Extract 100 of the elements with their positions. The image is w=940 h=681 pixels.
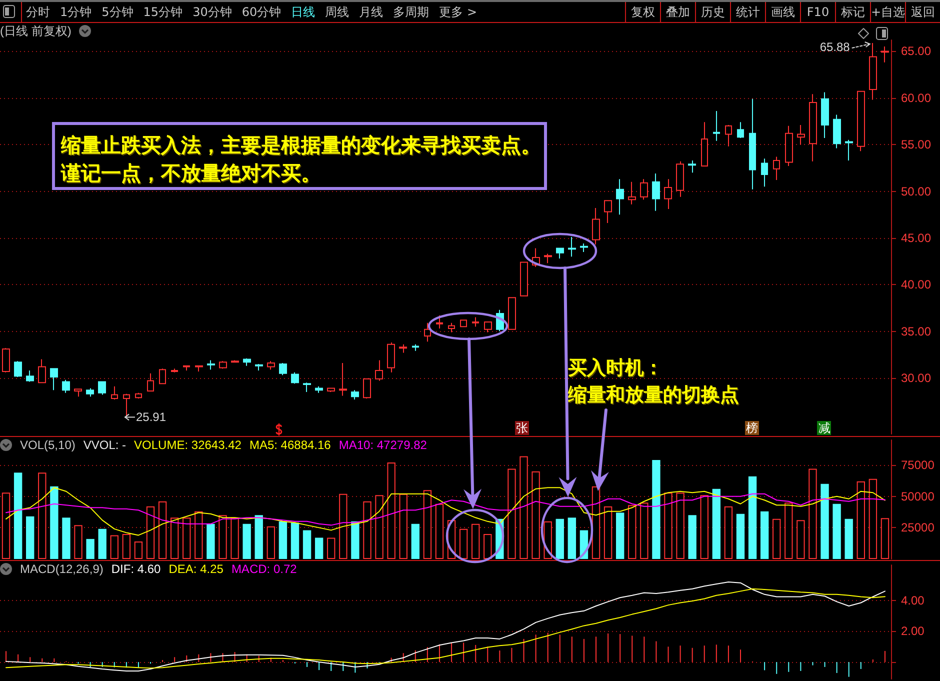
annotation: 榜 xyxy=(744,421,759,435)
bar xyxy=(158,501,167,559)
bar xyxy=(459,528,468,559)
candlestick xyxy=(74,388,82,398)
bar xyxy=(856,481,865,559)
candlestick xyxy=(339,362,347,396)
bar xyxy=(652,460,660,559)
bar xyxy=(14,472,22,559)
bar xyxy=(122,534,131,559)
text: 周线 xyxy=(325,4,350,20)
text: 日线 xyxy=(291,4,316,20)
text: 更多 > xyxy=(439,4,477,20)
bar xyxy=(278,521,288,559)
bar xyxy=(302,530,312,559)
bar xyxy=(604,506,612,559)
text: 月线 xyxy=(359,4,384,20)
bar xyxy=(314,538,324,559)
bar xyxy=(254,515,263,559)
candlestick xyxy=(291,372,299,384)
y-tick-label: 30.00 xyxy=(901,370,932,385)
chart-title: VOL(5,10) xyxy=(20,438,76,452)
candlestick xyxy=(845,139,853,161)
text: 历史 xyxy=(695,2,730,22)
candlestick xyxy=(508,297,516,330)
text: 返回 xyxy=(905,2,940,22)
candlestick xyxy=(195,365,203,372)
candlestick xyxy=(749,98,756,190)
candlestick xyxy=(327,388,335,392)
bar xyxy=(435,504,444,559)
candlestick xyxy=(399,344,407,354)
text: MA10: 47279.82 xyxy=(338,438,427,452)
bar xyxy=(327,538,336,559)
bar xyxy=(628,505,636,559)
text: F10 xyxy=(800,2,835,22)
candlestick xyxy=(135,392,142,400)
candlestick xyxy=(797,124,805,146)
candlestick xyxy=(833,114,841,149)
bar xyxy=(230,518,239,559)
text: MA5: 46884.16 xyxy=(249,438,331,452)
candlestick xyxy=(604,200,612,224)
bar xyxy=(880,518,890,559)
annotation: 减 xyxy=(817,421,832,435)
bar xyxy=(242,524,251,559)
bar xyxy=(339,494,348,559)
candlestick xyxy=(556,248,564,259)
text: 统计 xyxy=(730,2,765,22)
bar xyxy=(700,495,708,559)
bar xyxy=(86,538,94,559)
candlestick xyxy=(267,360,275,370)
bar xyxy=(182,518,191,559)
candlestick xyxy=(737,122,744,139)
bar xyxy=(423,490,432,559)
text: 60分钟 xyxy=(242,4,282,20)
bar xyxy=(832,504,841,559)
bar xyxy=(772,518,781,559)
bar xyxy=(170,518,179,559)
bar xyxy=(784,502,793,559)
candlestick xyxy=(98,381,106,396)
candlestick xyxy=(207,360,215,370)
candlestick xyxy=(387,342,395,373)
candlestick xyxy=(785,125,793,167)
y-tick-label: 2.00 xyxy=(901,624,925,638)
annotation: 谨记一点，不放量绝对不买。 xyxy=(61,160,322,187)
y-tick-label: 50000 xyxy=(901,489,935,504)
text: 30分钟 xyxy=(192,4,232,20)
candlestick xyxy=(701,122,708,167)
candlestick xyxy=(520,262,528,296)
bar xyxy=(110,535,118,559)
bar xyxy=(820,484,829,559)
candlestick xyxy=(640,178,648,200)
bar xyxy=(520,456,528,559)
candlestick xyxy=(26,370,34,382)
bar xyxy=(712,488,721,559)
bar xyxy=(736,514,745,559)
bar xyxy=(387,462,396,559)
y-tick-label: 55.00 xyxy=(901,138,932,152)
bar xyxy=(640,502,648,559)
bar xyxy=(472,524,480,559)
candlestick xyxy=(460,320,467,328)
y-tick-label: 75000 xyxy=(901,458,935,472)
bar xyxy=(664,492,672,559)
y-tick-label: 4.00 xyxy=(901,593,925,608)
candlestick xyxy=(857,90,865,152)
bar xyxy=(556,518,564,559)
bar xyxy=(134,541,143,559)
candlestick xyxy=(568,236,576,258)
candlestick xyxy=(881,46,889,63)
bar xyxy=(676,492,684,559)
candlestick xyxy=(652,173,660,212)
candlestick xyxy=(544,253,552,264)
text: 标记 xyxy=(835,2,870,22)
candlestick xyxy=(592,208,600,245)
candlestick xyxy=(14,360,22,378)
annotation: MACD: 0.72 xyxy=(231,562,297,576)
candlestick xyxy=(412,344,419,352)
bar xyxy=(62,518,70,559)
candlestick xyxy=(38,358,46,384)
candlestick xyxy=(725,124,732,147)
bar xyxy=(206,524,215,559)
bar xyxy=(74,525,82,559)
